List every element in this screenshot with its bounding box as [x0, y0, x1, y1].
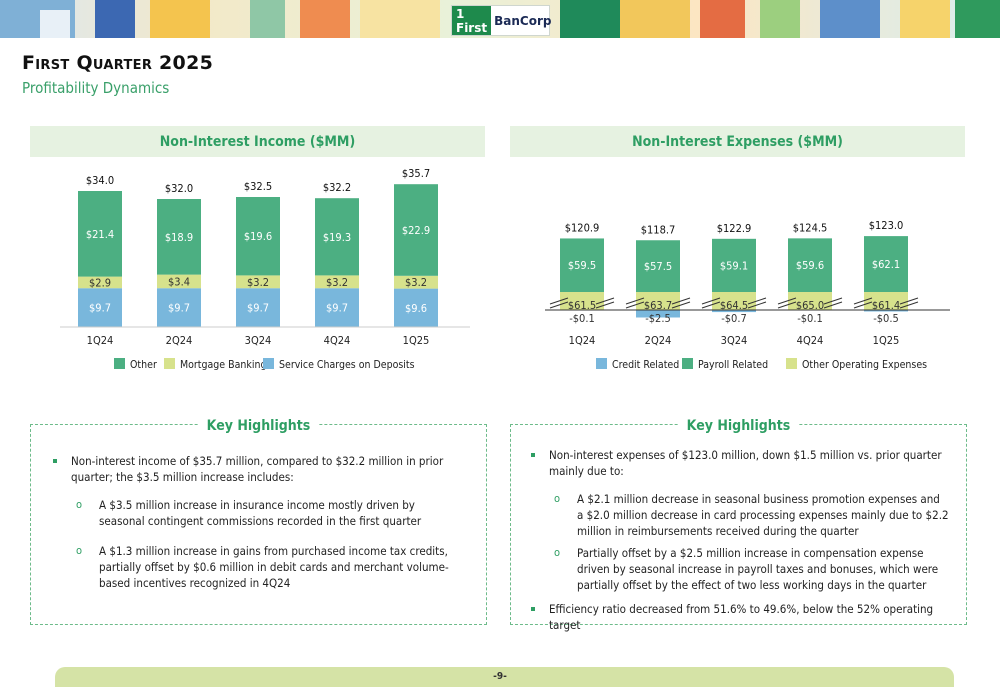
banner-building-illustration — [700, 0, 745, 38]
legend-swatch — [682, 358, 693, 369]
x-tick-label: 4Q24 — [324, 334, 351, 347]
highlight-text: Non-interest expenses of $123.0 million,… — [549, 448, 942, 478]
highlight-text: Non-interest income of $35.7 million, co… — [71, 454, 443, 484]
x-tick-label: 4Q24 — [797, 334, 824, 347]
data-label: $3.2 — [247, 276, 269, 289]
total-label: $120.9 — [565, 221, 600, 234]
data-label: $57.5 — [644, 260, 672, 273]
banner-building-illustration — [820, 0, 880, 38]
legend-label: Service Charges on Deposits — [279, 359, 415, 371]
x-tick-label: 1Q25 — [403, 334, 430, 347]
key-highlights-title: Key Highlights — [679, 418, 799, 434]
highlight-sub-item: A $3.5 million increase in insurance inc… — [71, 497, 463, 529]
logo-mark: 1 First — [452, 6, 491, 35]
data-label: -$0.5 — [873, 312, 899, 325]
data-label: $18.9 — [165, 231, 193, 244]
non-interest-income-chart: $9.7$2.9$21.4$34.01Q24$9.7$3.4$18.9$32.0… — [30, 190, 500, 380]
total-label: $35.7 — [402, 167, 430, 180]
x-tick-label: 2Q24 — [645, 334, 672, 347]
data-label: $9.7 — [168, 302, 190, 315]
key-highlights-title: Key Highlights — [199, 418, 319, 434]
data-label: -$0.1 — [569, 312, 595, 325]
data-label: $19.3 — [323, 231, 351, 244]
data-label: $3.2 — [405, 276, 427, 289]
legend-swatch — [263, 358, 274, 369]
x-tick-label: 2Q24 — [166, 334, 193, 347]
total-label: $118.7 — [641, 223, 676, 236]
data-label: $9.6 — [405, 302, 427, 315]
highlight-bullet: Efficiency ratio decreased from 51.6% to… — [531, 601, 949, 633]
total-label: $32.2 — [323, 181, 351, 194]
x-tick-label: 3Q24 — [245, 334, 272, 347]
legend-label: Mortgage Banking — [180, 359, 266, 371]
data-label: -$0.7 — [721, 312, 747, 325]
total-label: $123.0 — [869, 219, 904, 232]
x-tick-label: 1Q25 — [873, 334, 900, 347]
legend-swatch — [114, 358, 125, 369]
page-subtitle: Profitability Dynamics — [22, 79, 169, 97]
data-label: $59.6 — [796, 259, 824, 272]
data-label: $22.9 — [402, 224, 430, 237]
banner-building-illustration — [95, 0, 135, 38]
total-label: $122.9 — [717, 222, 752, 235]
data-label: $2.9 — [89, 276, 111, 289]
header-banner: 1 First BanCorp — [0, 0, 1000, 38]
highlight-bullet: Non-interest income of $35.7 million, co… — [53, 453, 463, 591]
total-label: $32.0 — [165, 182, 193, 195]
legend-label: Payroll Related — [698, 359, 768, 371]
highlight-sub-item: A $2.1 million decrease in seasonal busi… — [549, 491, 949, 539]
x-tick-label: 1Q24 — [569, 334, 596, 347]
data-label: $21.4 — [86, 228, 114, 241]
data-label: -$0.1 — [797, 312, 823, 325]
banner-building-illustration — [955, 0, 1000, 38]
data-label: $59.5 — [568, 259, 596, 272]
nii-chart-title: Non-Interest Income ($MM) — [30, 126, 485, 157]
total-label: $32.5 — [244, 180, 272, 193]
page-title: First Quarter 2025 — [22, 52, 213, 74]
legend-swatch — [786, 358, 797, 369]
total-label: $124.5 — [793, 221, 828, 234]
logo-name: BanCorp — [491, 14, 551, 28]
data-label: $9.7 — [89, 302, 111, 315]
banner-building-illustration — [360, 0, 440, 38]
nie-chart-title: Non-Interest Expenses ($MM) — [510, 126, 965, 157]
data-label: -$2.5 — [645, 312, 671, 325]
data-label: $9.7 — [247, 302, 269, 315]
legend-swatch — [596, 358, 607, 369]
banner-building-illustration — [620, 0, 690, 38]
banner-building-illustration — [900, 0, 950, 38]
banner-building-illustration — [560, 0, 620, 38]
highlight-sub-item: A $1.3 million increase in gains from pu… — [71, 543, 463, 591]
legend-label: Other Operating Expenses — [802, 359, 927, 371]
total-label: $34.0 — [86, 174, 114, 187]
firstbancorp-logo: 1 First BanCorp — [451, 5, 550, 36]
banner-building-illustration — [250, 0, 285, 38]
banner-building-illustration — [760, 0, 800, 38]
banner-building-illustration — [300, 0, 350, 38]
legend-label: Other — [130, 359, 157, 371]
legend-swatch — [164, 358, 175, 369]
banner-building-illustration — [40, 10, 70, 38]
x-tick-label: 3Q24 — [721, 334, 748, 347]
data-label: $59.1 — [720, 259, 748, 272]
data-label: $62.1 — [872, 258, 900, 271]
highlight-bullet: Non-interest expenses of $123.0 million,… — [531, 447, 949, 593]
non-interest-expenses-chart: $59.5$61.5-$0.1$120.91Q24$57.5$63.7-$2.5… — [510, 190, 980, 380]
page-number: -9- — [0, 671, 1000, 682]
x-tick-label: 1Q24 — [87, 334, 114, 347]
data-label: $9.7 — [326, 302, 348, 315]
data-label: $3.4 — [168, 275, 190, 288]
key-highlights-expenses: Key Highlights Non-interest expenses of … — [510, 424, 967, 625]
key-highlights-income: Key Highlights Non-interest income of $3… — [30, 424, 487, 625]
legend-label: Credit Related — [612, 359, 679, 371]
banner-building-illustration — [150, 0, 210, 38]
highlight-sub-item: Partially offset by a $2.5 million incre… — [549, 545, 949, 593]
data-label: $3.2 — [326, 276, 348, 289]
data-label: $19.6 — [244, 230, 272, 243]
